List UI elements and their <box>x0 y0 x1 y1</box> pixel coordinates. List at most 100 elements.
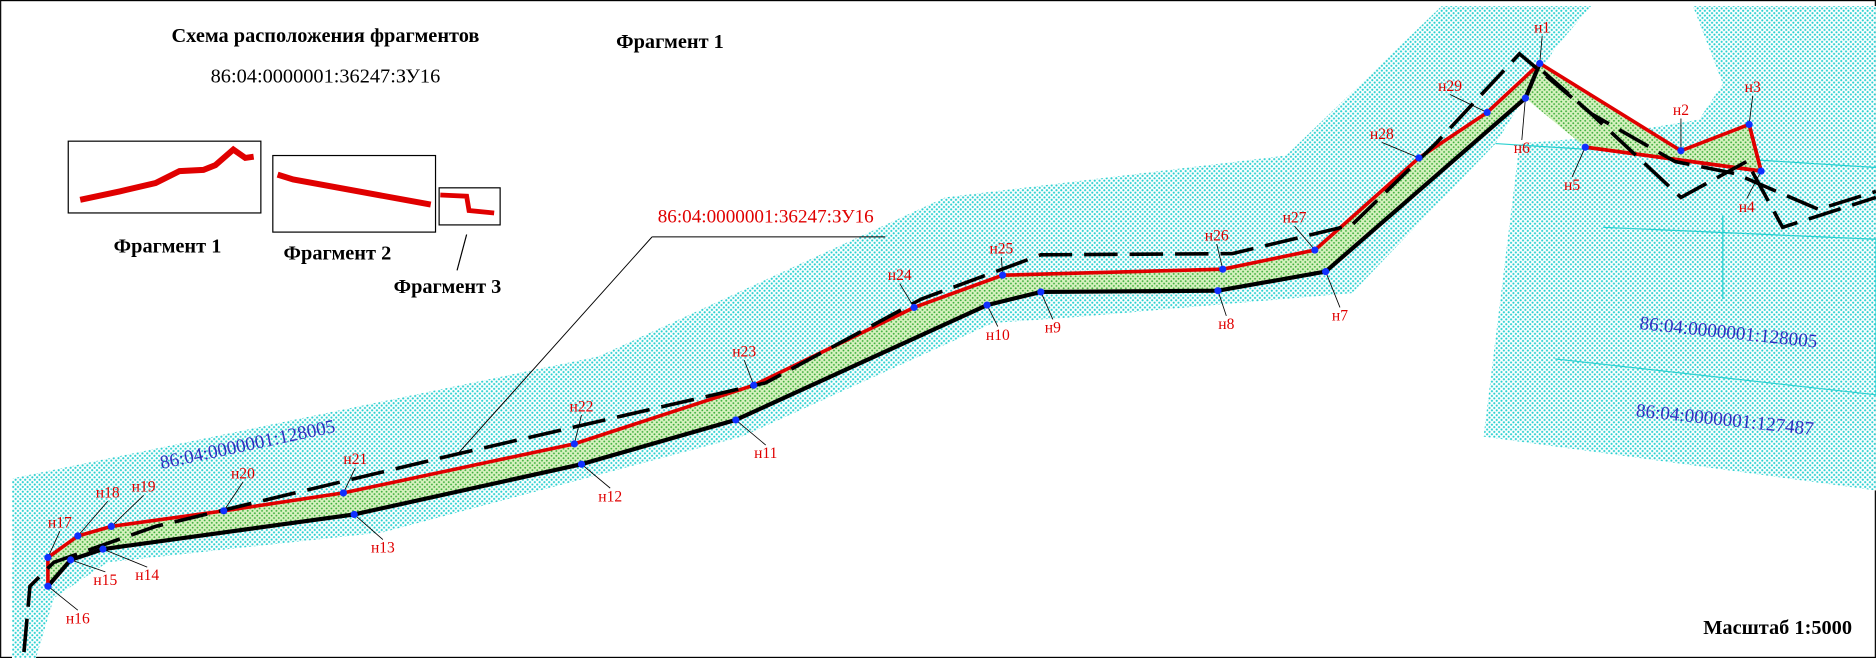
point-label: н22 <box>570 399 594 416</box>
point <box>1521 94 1530 102</box>
boundary-existing <box>1523 62 1542 99</box>
point <box>44 582 52 590</box>
title: Схема расположения фрагментов <box>172 25 480 47</box>
point-label: н18 <box>96 485 120 502</box>
point <box>732 416 740 424</box>
point-label: н8 <box>1218 316 1234 333</box>
point-label: н9 <box>1045 320 1061 337</box>
point-label: н5 <box>1564 177 1580 194</box>
leader <box>456 234 468 271</box>
point <box>1214 287 1222 295</box>
insets <box>67 140 501 271</box>
point-label: н28 <box>1370 126 1394 143</box>
point-label: н27 <box>1283 210 1307 227</box>
point <box>99 545 107 553</box>
scale: Масштаб 1:5000 <box>1703 617 1852 639</box>
inset-label: Фрагмент 1 <box>114 235 222 257</box>
point <box>1536 59 1544 67</box>
label-leader <box>1748 95 1754 125</box>
zone-east <box>1483 5 1876 491</box>
label-leader <box>70 559 106 573</box>
point <box>577 460 586 468</box>
label-leader <box>1521 98 1526 141</box>
label-leader <box>102 548 148 568</box>
point-label: н24 <box>888 267 912 284</box>
point-label: н17 <box>48 515 72 532</box>
point <box>107 522 115 530</box>
inset-label: Фрагмент 3 <box>394 276 502 298</box>
point-label: н14 <box>135 567 159 584</box>
parcel-area <box>47 63 1762 587</box>
label-leader <box>223 481 244 512</box>
point-label: н12 <box>598 488 622 505</box>
point <box>350 510 358 519</box>
point <box>1322 267 1330 276</box>
point-label: н20 <box>231 466 255 483</box>
label-leader <box>743 359 755 386</box>
point <box>1757 167 1765 175</box>
point <box>1581 143 1589 151</box>
point <box>67 556 75 564</box>
inset-label: Фрагмент 2 <box>284 243 392 265</box>
point-label: н15 <box>93 572 117 589</box>
point-label: н10 <box>986 327 1010 344</box>
point <box>1745 120 1753 129</box>
label-leader <box>1571 146 1586 178</box>
label-leader <box>1746 170 1762 199</box>
point <box>339 489 347 497</box>
point <box>750 381 758 389</box>
label-leader <box>899 283 915 308</box>
road-edge <box>22 51 1876 653</box>
label-leader <box>1294 225 1316 251</box>
point-label: н7 <box>1332 308 1348 325</box>
point-label: н1 <box>1534 19 1550 36</box>
inset-shape <box>276 171 432 208</box>
label-leader <box>111 494 144 527</box>
leader <box>456 236 653 455</box>
label-leader <box>353 514 384 540</box>
point <box>983 301 991 309</box>
point-label: н26 <box>1205 227 1229 244</box>
point-label: н19 <box>132 479 156 496</box>
point <box>1483 108 1491 117</box>
label-leader <box>47 585 79 611</box>
point <box>74 532 82 540</box>
point-label: н2 <box>1673 102 1689 119</box>
label-leader <box>77 501 109 537</box>
label-leader <box>1381 141 1420 159</box>
point <box>1677 147 1685 155</box>
label-leader <box>735 419 766 446</box>
point <box>1219 265 1227 273</box>
parcel-label: 86:04:0000001:36247:ЗУ16 <box>658 207 874 228</box>
point <box>999 271 1007 279</box>
point-label: н4 <box>1739 199 1755 216</box>
inset-frame <box>272 154 437 233</box>
point <box>44 553 52 562</box>
point <box>1037 288 1045 296</box>
point <box>1311 246 1319 254</box>
point-label: н21 <box>343 451 367 468</box>
road-edge <box>1542 70 1876 230</box>
point-label: н29 <box>1438 78 1462 95</box>
label-leader <box>47 531 61 558</box>
point-label: н11 <box>754 445 777 462</box>
point-label: н23 <box>732 344 756 361</box>
point-label: н25 <box>989 241 1013 258</box>
label-leader <box>573 415 582 444</box>
point-label: н13 <box>371 540 395 557</box>
label-leader <box>1449 94 1488 113</box>
inset-shape <box>79 145 255 203</box>
fragment-heading: Фрагмент 1 <box>616 31 724 53</box>
label-leader <box>581 463 611 489</box>
label-leader <box>986 304 999 327</box>
label-leader <box>1325 271 1341 308</box>
point <box>570 440 578 448</box>
point-label: н16 <box>66 610 90 627</box>
label-leader <box>1040 291 1054 320</box>
point <box>220 507 228 515</box>
point <box>910 303 918 312</box>
label-leader <box>1539 35 1543 64</box>
point-label: н3 <box>1745 79 1761 96</box>
label-leader <box>1217 290 1227 316</box>
